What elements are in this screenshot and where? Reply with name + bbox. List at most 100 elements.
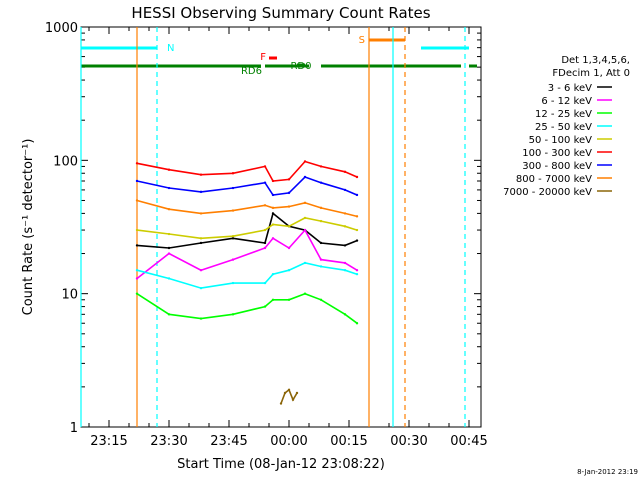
timestamp: 8-Jan-2012 23:19 bbox=[577, 468, 638, 476]
data-point bbox=[199, 268, 203, 272]
y-axis-label-text: Count Rate (s⁻¹ detector⁻¹) bbox=[21, 139, 36, 316]
flag-bar-label: S bbox=[359, 35, 365, 46]
data-point bbox=[271, 272, 275, 276]
legend-entry-label: 800 - 7000 keV bbox=[516, 174, 592, 185]
data-point bbox=[295, 391, 299, 395]
x-tick-label: 23:45 bbox=[210, 434, 247, 449]
data-point bbox=[271, 223, 275, 226]
data-point bbox=[319, 241, 323, 245]
x-tick-label: 00:00 bbox=[270, 434, 307, 449]
data-point bbox=[167, 232, 171, 236]
series-line bbox=[136, 199, 358, 218]
flag-bar-label: F bbox=[260, 52, 266, 63]
y-tick-label: 10 bbox=[61, 288, 78, 303]
x-tick-label: 00:45 bbox=[450, 434, 487, 449]
data-point bbox=[319, 165, 323, 168]
data-point bbox=[355, 228, 359, 232]
data-point bbox=[271, 193, 275, 197]
series-line bbox=[280, 388, 298, 404]
data-point bbox=[167, 246, 171, 250]
legend-entry-label: 6 - 12 keV bbox=[541, 96, 592, 107]
data-point bbox=[355, 175, 359, 179]
legend-entry-label: 50 - 100 keV bbox=[529, 135, 593, 146]
chart-title: HESSI Observing Summary Count Rates bbox=[131, 4, 430, 22]
data-point bbox=[287, 178, 291, 181]
data-point bbox=[303, 292, 307, 295]
legend: Det 1,3,4,5,6, FDecim 1, Att 0 3 - 6 keV 6 … bbox=[503, 55, 630, 198]
data-point bbox=[319, 298, 323, 301]
y-tick-label: 100 bbox=[53, 154, 78, 169]
data-point bbox=[167, 208, 171, 211]
data-point bbox=[231, 209, 235, 212]
data-point bbox=[135, 268, 139, 272]
data-point bbox=[199, 173, 203, 176]
plot-area bbox=[80, 26, 482, 428]
data-point bbox=[263, 246, 267, 250]
data-point bbox=[135, 179, 139, 183]
legend-entry-label: 3 - 6 keV bbox=[548, 83, 592, 94]
series-line bbox=[136, 228, 358, 280]
legend-entry-label: 300 - 800 keV bbox=[522, 161, 592, 172]
legend-entry-label: 100 - 300 keV bbox=[522, 148, 592, 159]
data-point bbox=[135, 244, 139, 247]
data-point bbox=[287, 246, 291, 250]
data-point bbox=[199, 317, 203, 320]
data-point bbox=[263, 228, 267, 232]
data-point bbox=[231, 234, 235, 238]
y-tick-label: 1 bbox=[70, 421, 78, 436]
data-point bbox=[135, 292, 139, 295]
data-point bbox=[263, 241, 267, 245]
data-point bbox=[319, 206, 323, 210]
data-point bbox=[263, 305, 267, 308]
legend-header: FDecim 1, Att 0 bbox=[552, 68, 630, 79]
data-point bbox=[231, 313, 235, 316]
data-point bbox=[287, 268, 291, 272]
data-point bbox=[135, 277, 139, 280]
data-point bbox=[199, 237, 203, 240]
data-point bbox=[231, 281, 235, 285]
data-point bbox=[167, 277, 171, 280]
data-point bbox=[287, 225, 291, 228]
data-point bbox=[263, 181, 267, 184]
data-point bbox=[343, 188, 347, 192]
data-point bbox=[303, 261, 307, 265]
legend-entry-label: 12 - 25 keV bbox=[535, 109, 592, 120]
data-point bbox=[355, 239, 359, 242]
data-point bbox=[271, 179, 275, 183]
data-point bbox=[271, 237, 275, 240]
data-point bbox=[319, 219, 323, 223]
data-point bbox=[283, 391, 287, 395]
data-point bbox=[135, 228, 139, 232]
data-point bbox=[199, 286, 203, 290]
data-point bbox=[271, 212, 275, 215]
data-point bbox=[167, 313, 171, 316]
series-line bbox=[136, 212, 358, 249]
data-point bbox=[343, 212, 347, 215]
data-point bbox=[279, 402, 283, 405]
data-point bbox=[287, 191, 291, 195]
data-point bbox=[343, 170, 347, 174]
data-point bbox=[343, 244, 347, 247]
data-point bbox=[231, 172, 235, 175]
data-point bbox=[199, 212, 203, 215]
data-point bbox=[167, 252, 171, 255]
legend-header: Det 1,3,4,5,6, bbox=[561, 55, 630, 66]
data-point bbox=[287, 205, 291, 208]
y-tick-label: 1000 bbox=[45, 21, 78, 36]
data-point bbox=[263, 165, 267, 168]
data-point bbox=[303, 216, 307, 220]
data-point bbox=[355, 193, 359, 197]
series-line bbox=[136, 160, 358, 182]
flag-bar-label: N bbox=[167, 43, 174, 54]
data-point bbox=[343, 225, 347, 228]
data-point bbox=[167, 186, 171, 190]
series-line bbox=[136, 176, 358, 196]
data-point bbox=[167, 168, 171, 171]
data-point bbox=[287, 388, 291, 392]
data-point bbox=[135, 199, 139, 202]
series-line bbox=[136, 292, 358, 324]
data-point bbox=[231, 258, 235, 261]
data-point bbox=[343, 268, 347, 272]
